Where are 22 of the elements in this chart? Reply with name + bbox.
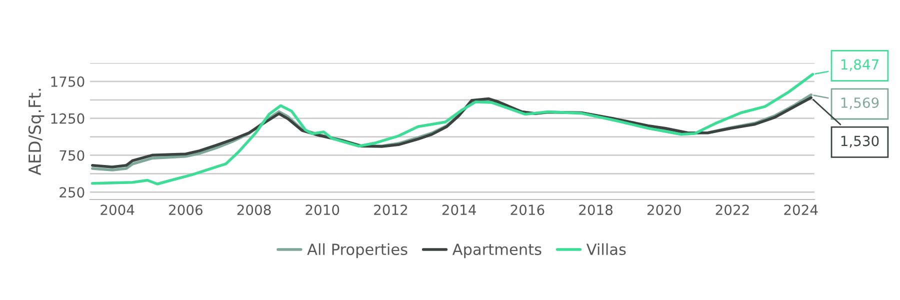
x-tick-label: 2016 <box>510 204 544 216</box>
x-tick-label: 2018 <box>579 204 613 216</box>
y-tick-label: 250 <box>60 187 84 198</box>
y-tick-label: 1750 <box>51 76 84 87</box>
y-axis-title: AED/Sq.Ft. <box>28 88 44 176</box>
data-label: 1,569 <box>841 97 879 110</box>
x-tick-label: 2024 <box>784 204 818 216</box>
x-tick-label: 2020 <box>647 204 681 216</box>
x-tick-label: 2012 <box>374 204 408 216</box>
legend-label: Villas <box>586 243 626 256</box>
data-label: 1,530 <box>841 136 879 148</box>
x-tick-label: 2006 <box>169 204 202 216</box>
data-label: 1,847 <box>841 59 878 72</box>
x-tick-label: 2008 <box>237 204 271 216</box>
x-tick-label: 2014 <box>442 204 476 216</box>
x-tick-label: 2004 <box>100 204 134 216</box>
x-tick-label: 2022 <box>716 204 749 216</box>
x-tick-label: 2010 <box>306 204 340 216</box>
y-tick-label: 750 <box>60 150 84 161</box>
y-tick-label: 1250 <box>51 113 84 124</box>
legend-label: All Properties <box>307 243 408 258</box>
legend-label: Apartments <box>452 244 542 258</box>
